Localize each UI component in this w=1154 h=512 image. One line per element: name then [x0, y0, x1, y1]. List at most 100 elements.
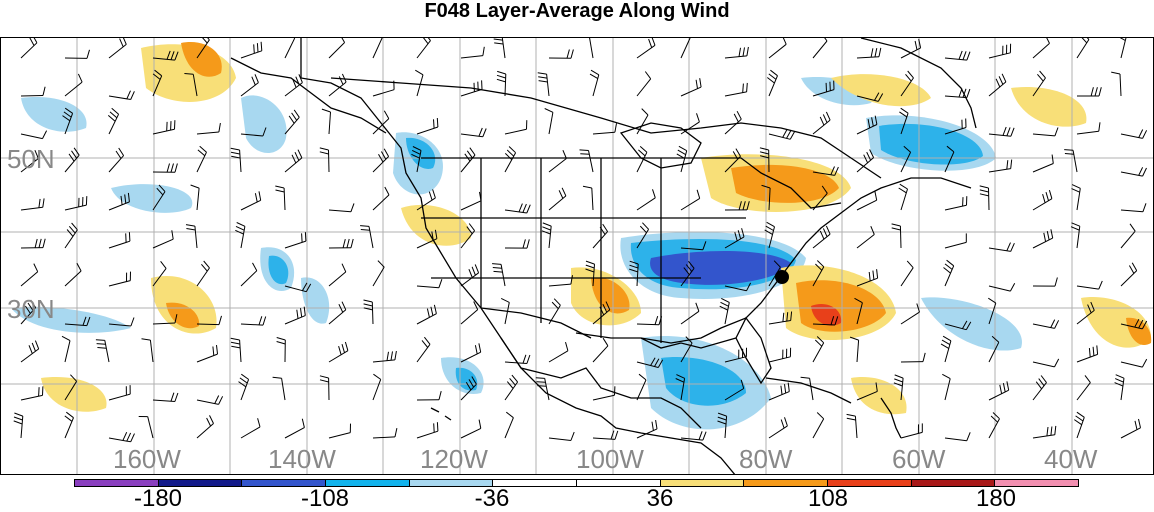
wind-barb-flag — [35, 341, 38, 349]
wind-barb-flag — [131, 91, 135, 99]
wind-barb-flag — [571, 50, 573, 59]
lon-label-100w: 100W — [576, 446, 644, 472]
hawaii — [431, 408, 451, 420]
wind-barb-flag — [429, 192, 432, 201]
wind-barb-flag — [494, 43, 503, 44]
wind-barb — [461, 273, 479, 286]
wind-barb — [65, 271, 81, 286]
wind-barb — [857, 200, 877, 210]
wind-barb-flag — [721, 302, 729, 306]
wind-barb-flag — [826, 226, 830, 234]
wind-barb-flag — [747, 47, 749, 56]
wind-barb-flag — [563, 150, 567, 158]
wind-barb — [65, 205, 86, 210]
wind-barb-flag — [439, 391, 441, 400]
wind-barb — [373, 360, 395, 362]
wind-barb-flag — [591, 70, 599, 75]
wind-barb — [105, 340, 109, 362]
wind-barb — [461, 428, 481, 438]
wind-barb — [989, 188, 990, 210]
legend-swatch — [159, 480, 243, 486]
wind-barb — [592, 188, 593, 210]
lon-label-120w: 120W — [420, 446, 488, 472]
wind-barb-flag — [649, 39, 652, 48]
wind-barb-flag — [201, 264, 207, 271]
wind-barb-flag — [1095, 87, 1097, 96]
wind-barb — [150, 340, 153, 362]
wind-barb-flag — [123, 38, 127, 44]
wind-barb-flag — [43, 198, 44, 207]
wind-barb — [65, 82, 82, 96]
wind-barb — [1033, 362, 1055, 367]
wind-barb — [637, 380, 646, 400]
wind-barb-flag — [737, 111, 741, 119]
wind-barb-flag — [289, 116, 294, 123]
wind-barb-flag — [439, 279, 442, 288]
wind-barb — [1077, 383, 1090, 400]
lon-label-60w: 60W — [892, 446, 945, 472]
wind-barb-flag — [894, 379, 902, 382]
wind-barb-flag — [785, 384, 786, 393]
wind-barb-flag — [347, 239, 349, 248]
wind-barb-flag — [1055, 278, 1057, 287]
map-panel: 50N 30N — [0, 37, 1154, 475]
wind-barb-flag — [747, 83, 748, 92]
legend-swatch — [828, 480, 912, 486]
wind-barb-flag — [873, 271, 874, 280]
wind-barb-flag — [907, 261, 913, 268]
wind-barb-flag — [240, 378, 247, 383]
wind-barb — [901, 189, 908, 210]
wind-barb-flag — [65, 416, 72, 421]
wind-barb-flag — [66, 412, 73, 418]
wind-barb-flag — [1072, 189, 1080, 193]
wind-barb — [769, 426, 787, 438]
wind-barb-flag — [679, 146, 687, 150]
wind-barb — [769, 44, 786, 58]
wind-barb-flag — [142, 339, 151, 340]
wind-barb-flag — [201, 38, 207, 43]
wind-barb-flag — [343, 239, 345, 248]
map-canvas — [1, 38, 1154, 475]
wind-barb-flag — [87, 50, 90, 59]
wind-barb-flag — [29, 345, 32, 353]
wind-barb-flag — [820, 117, 824, 125]
wind-barb-flag — [967, 52, 970, 60]
wind-barb-flag — [259, 316, 262, 325]
wind-barb-flag — [497, 75, 506, 78]
wind-barb — [21, 134, 43, 139]
wind-barb-flag — [276, 190, 285, 192]
wind-barb — [109, 44, 126, 58]
wind-barb — [461, 201, 481, 210]
wind-barb-flag — [947, 260, 954, 266]
wind-barb-flag — [1130, 224, 1135, 231]
wind-barb — [373, 90, 394, 96]
wind-barb-flag — [783, 313, 784, 322]
wind-barb — [989, 286, 1010, 291]
wind-barb-flag — [785, 417, 788, 426]
wind-barb-flag — [781, 386, 782, 395]
wind-barb-flag — [1139, 419, 1141, 428]
wind-barb — [1121, 271, 1137, 286]
wind-barb-flag — [790, 131, 794, 139]
wind-barb — [109, 281, 130, 286]
wind-barb-flag — [1046, 192, 1049, 201]
wind-barb-flag — [129, 232, 130, 241]
wind-barb — [1033, 134, 1055, 136]
wind-barb-flag — [497, 79, 506, 82]
wind-barb — [329, 310, 346, 324]
wind-barb-flag — [427, 309, 429, 318]
wind-barb-flag — [571, 432, 574, 440]
wind-barb-flag — [424, 337, 430, 344]
wind-barb-flag — [543, 223, 551, 226]
wind-barb — [285, 83, 302, 96]
wind-barb — [813, 41, 827, 58]
wind-barb — [241, 379, 249, 400]
wind-barb — [282, 378, 285, 400]
legend-label: -36 — [475, 487, 510, 511]
wind-barb-flag — [1093, 347, 1094, 356]
wind-barb-flag — [294, 110, 299, 117]
wind-barb — [1033, 43, 1050, 58]
wind-barb-flag — [123, 432, 127, 440]
wind-barb-flag — [171, 164, 174, 173]
wind-barb-flag — [509, 147, 515, 153]
